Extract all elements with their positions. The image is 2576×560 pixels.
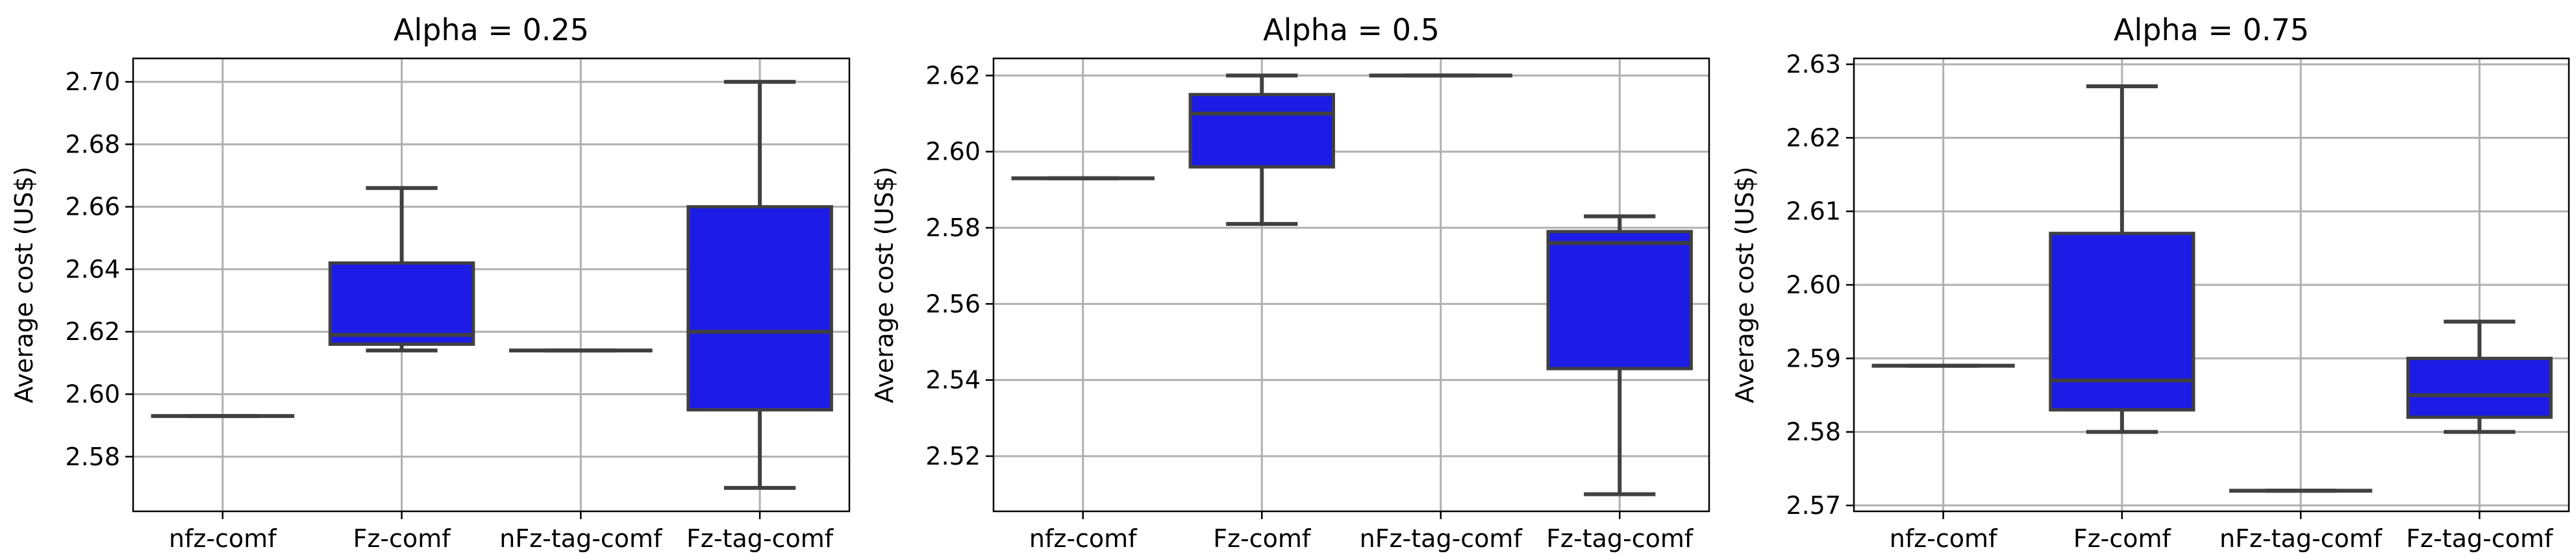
box-Fz-tag-comf	[1546, 214, 1693, 496]
y-tick-label: 2.56	[925, 289, 981, 318]
x-ticks: nfz-comf Fz-comf nFz-tag-comf Fz-tag-comf	[1029, 511, 1694, 553]
y-tick-label: 2.57	[1786, 491, 1841, 520]
chart-title: Alpha = 0.75	[2114, 12, 2309, 47]
boxes	[151, 80, 833, 490]
x-ticks: nfz-comf Fz-comf nFz-tag-comf Fz-tag-comf	[169, 511, 834, 553]
box-Fz-tag-comf	[2406, 319, 2553, 434]
subplot-alpha-0.5: 2.52 2.54 2.56 2.58 2.60 2.62 nfz-comf Fz-comf…	[870, 12, 1710, 553]
x-tick-label: nFz-tag-comf	[499, 524, 663, 553]
boxes	[1871, 84, 2553, 493]
y-tick-label: 2.64	[65, 255, 120, 284]
y-tick-label: 2.68	[65, 130, 120, 158]
x-tick-label: Fz-tag-comf	[2406, 524, 2554, 553]
x-tick-label: nfz-comf	[1029, 524, 1138, 553]
y-axis-label: Average cost (US$)	[10, 167, 38, 404]
x-tick-label: Fz-comf	[353, 524, 452, 553]
y-tick-label: 2.66	[65, 193, 120, 221]
y-axis-label: Average cost (US$)	[1731, 167, 1759, 404]
x-tick-label: Fz-tag-comf	[686, 524, 834, 553]
iqr-box	[686, 205, 833, 412]
axes-frame	[132, 57, 851, 513]
x-tick-label: nFz-tag-comf	[2220, 524, 2383, 553]
x-tick-label: nfz-comf	[1890, 524, 1998, 553]
iqr-box	[2049, 232, 2195, 412]
iqr-box	[328, 261, 475, 346]
box-Fz-tag-comf	[686, 80, 833, 490]
iqr-box	[1188, 93, 1335, 169]
y-tick-label: 2.63	[1786, 50, 1841, 79]
y-ticks: 2.57 2.58 2.59 2.60 2.61 2.62 2.63	[1786, 50, 1854, 520]
y-tick-label: 2.60	[1786, 271, 1841, 299]
y-axis-label: Average cost (US$)	[870, 167, 899, 404]
x-tick-label: nFz-tag-comf	[1360, 524, 1523, 553]
x-tick-label: Fz-comf	[1213, 524, 1312, 553]
boxes	[1011, 73, 1693, 496]
y-tick-label: 2.60	[65, 380, 120, 408]
axes-frame	[992, 57, 1710, 513]
y-tick-label: 2.58	[1786, 418, 1841, 446]
y-tick-label: 2.54	[925, 366, 981, 395]
y-tick-label: 2.60	[925, 138, 981, 166]
x-tick-label: Fz-tag-comf	[1546, 524, 1694, 553]
y-tick-label: 2.62	[65, 317, 120, 346]
subplot-alpha-0.75: 2.57 2.58 2.59 2.60 2.61 2.62 2.63 nfz-comf Fz-…	[1731, 12, 2570, 553]
x-tick-label: nfz-comf	[169, 524, 277, 553]
y-tick-label: 2.52	[925, 442, 981, 470]
chart-title: Alpha = 0.5	[1263, 12, 1440, 47]
y-tick-label: 2.70	[65, 67, 120, 96]
y-tick-label: 2.59	[1786, 344, 1841, 372]
y-tick-label: 2.58	[925, 213, 981, 242]
box-Fz-comf	[1188, 73, 1335, 226]
grid	[994, 58, 1709, 511]
y-tick-label: 2.62	[925, 61, 981, 90]
y-tick-label: 2.61	[1786, 197, 1841, 226]
chart-title: Alpha = 0.25	[394, 12, 589, 47]
iqr-box	[2406, 356, 2553, 419]
subplot-alpha-0.25: 2.58 2.60 2.62 2.64 2.66 2.68 2.70 nfz-comf Fz-…	[10, 12, 851, 553]
y-ticks: 2.52 2.54 2.56 2.58 2.60 2.62	[925, 61, 994, 470]
x-tick-label: Fz-comf	[2073, 524, 2172, 553]
box-Fz-comf	[2049, 84, 2195, 434]
box-Fz-comf	[328, 186, 475, 353]
iqr-box	[1546, 230, 1693, 371]
x-ticks: nfz-comf Fz-comf nFz-tag-comf Fz-tag-comf	[1890, 511, 2554, 553]
y-tick-label: 2.58	[65, 443, 120, 471]
y-ticks: 2.58 2.60 2.62 2.64 2.66 2.68 2.70	[65, 67, 133, 471]
y-tick-label: 2.62	[1786, 123, 1841, 152]
